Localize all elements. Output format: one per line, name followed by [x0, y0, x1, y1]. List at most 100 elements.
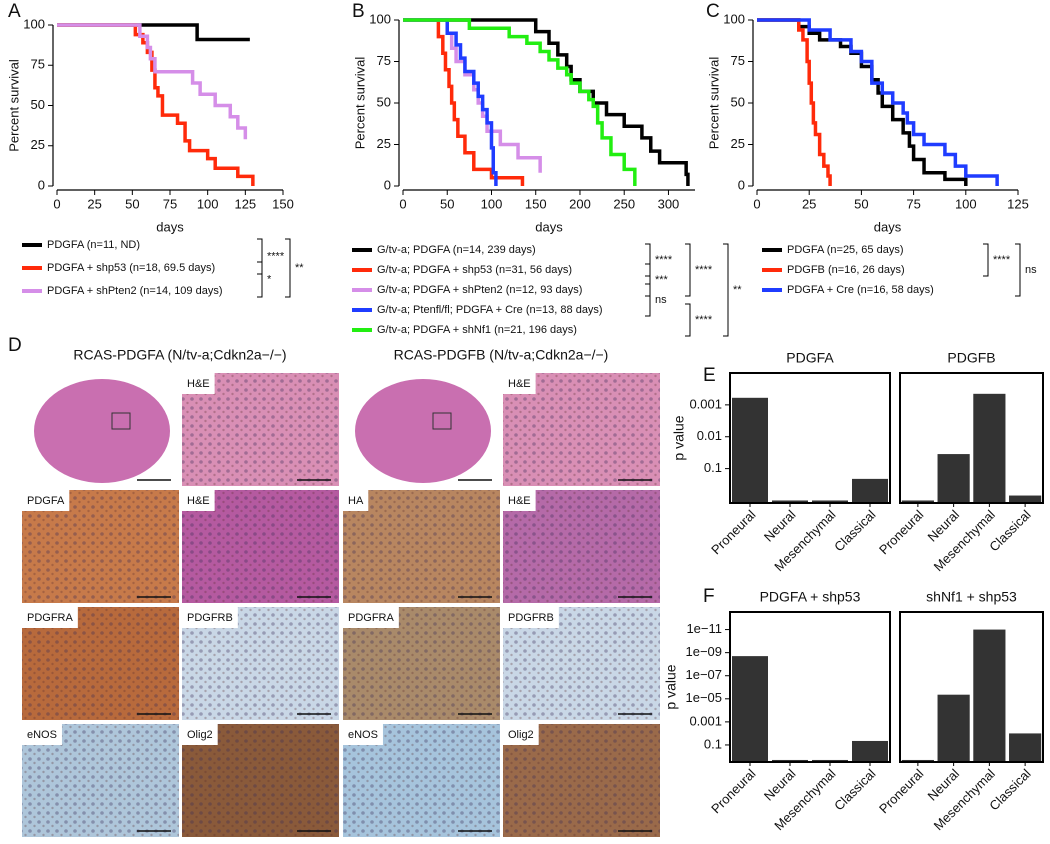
survival-curve	[403, 18, 690, 186]
significance-label: ****	[267, 250, 285, 262]
chart-title: PDGFB	[947, 350, 995, 366]
legend-label: PDGFB (n=16, 26 days)	[787, 264, 905, 276]
x-tick-label: 150	[272, 196, 294, 211]
legend-label: G/tv-a; PDGFA (n=14, 239 days)	[377, 244, 536, 256]
significance-label: ns	[1025, 264, 1037, 276]
legend-label: PDGFA + shPten2 (n=14, 109 days)	[47, 285, 223, 297]
tile-label-bg	[503, 373, 536, 394]
legend-label: G/tv-a; PDGFA + shPten2 (n=12, 93 days)	[377, 284, 582, 296]
x-tick-label: Neural	[761, 507, 799, 545]
tile-label: HA	[348, 495, 364, 507]
legend-label: G/tv-a; PDGFA + shp53 (n=31, 56 days)	[377, 264, 572, 276]
significance-label: **	[295, 262, 304, 274]
panel-label: C	[706, 1, 720, 22]
significance-label: ****	[695, 264, 713, 276]
brain-section	[34, 379, 170, 483]
tile-label-bg	[343, 724, 383, 745]
x-tick-label: 100	[197, 196, 219, 211]
inset-box	[432, 412, 452, 430]
tile-label: H&E	[508, 378, 531, 390]
y-tick-label: 0.001	[689, 713, 722, 728]
legend-label: G/tv-a; PDGFA + shNf1 (n=21, 196 days)	[377, 324, 577, 336]
x-tick-label: Classical	[831, 766, 878, 813]
x-tick-label: 0	[53, 196, 60, 211]
bar	[901, 500, 934, 503]
survival-curve	[403, 18, 637, 186]
x-tick-label: 25	[87, 196, 101, 211]
x-tick-label: 200	[569, 196, 591, 211]
plot-frame	[899, 372, 1044, 504]
survival-curve	[403, 18, 498, 186]
panel-label: A	[8, 1, 21, 22]
group-title: RCAS-PDGFA (N/tv-a;Cdkn2a−/−)	[73, 347, 286, 363]
y-tick-label: 75	[377, 53, 391, 68]
significance-bracket	[257, 261, 263, 298]
y-tick-label: 50	[731, 94, 745, 109]
tile-label-bg	[343, 607, 399, 628]
y-tick-label: 50	[31, 97, 45, 112]
x-tick-label: 125	[1007, 196, 1029, 211]
y-tick-label: 25	[377, 136, 391, 151]
y-tick-label: 0.001	[689, 396, 722, 411]
x-tick-label: 75	[163, 196, 177, 211]
tile-label: Olig2	[508, 729, 534, 741]
plot-frame	[899, 611, 1044, 763]
bar	[1009, 733, 1042, 762]
tile-label: eNOS	[27, 729, 57, 741]
bar	[973, 393, 1006, 503]
tile-label-bg	[182, 490, 215, 511]
y-tick-label: 75	[731, 53, 745, 68]
image-texture	[343, 490, 500, 603]
x-tick-label: Proneural	[876, 507, 927, 558]
tile-label: PDGFRB	[508, 612, 554, 624]
y-tick-label: 0.1	[704, 736, 722, 751]
y-tick-label: 100	[23, 16, 45, 31]
bar	[1009, 495, 1042, 503]
x-tick-label: 50	[440, 196, 454, 211]
significance-label: *	[267, 273, 272, 285]
significance-label: ***	[655, 274, 669, 286]
significance-label: ns	[655, 294, 667, 306]
tile-label: Olig2	[187, 729, 213, 741]
legend-label: PDGFA + shp53 (n=18, 69.5 days)	[47, 262, 215, 274]
tile-label-bg	[503, 724, 539, 745]
y-tick-label: 100	[369, 11, 391, 26]
significance-label: ****	[993, 254, 1011, 266]
group-title: RCAS-PDGFB (N/tv-a;Cdkn2a−/−)	[394, 347, 609, 363]
significance-label: ****	[695, 314, 713, 326]
x-tick-label: 250	[613, 196, 635, 211]
survival-curve	[757, 18, 968, 186]
survival-curve	[57, 23, 250, 42]
chart-title: PDGFA	[786, 350, 834, 366]
tile-label-bg	[182, 373, 215, 394]
y-tick-label: 1e−07	[685, 667, 722, 682]
y-tick-label: 50	[377, 94, 391, 109]
tile-label: eNOS	[348, 729, 378, 741]
panel-label: F	[703, 586, 715, 607]
tile-label: H&E	[508, 495, 531, 507]
tile-label: PDGFRA	[27, 612, 74, 624]
tile-label-bg	[503, 490, 536, 511]
legend-label: PDGFA + Cre (n=16, 58 days)	[787, 284, 934, 296]
y-tick-label: 75	[31, 57, 45, 72]
legend-label: PDGFA (n=11, ND)	[47, 239, 140, 251]
x-axis-label: days	[156, 219, 184, 234]
x-tick-label: 0	[399, 196, 406, 211]
inset-box	[111, 412, 131, 430]
panel-label: E	[703, 365, 716, 386]
y-axis-label: p value	[671, 415, 687, 460]
x-tick-label: 100	[955, 196, 977, 211]
x-tick-label: 125	[234, 196, 256, 211]
brain-section	[355, 379, 491, 483]
significance-bracket	[285, 238, 291, 298]
x-tick-label: 50	[125, 196, 139, 211]
bar	[732, 656, 768, 762]
significance-bracket	[983, 243, 989, 277]
significance-bracket	[645, 263, 651, 297]
significance-bracket	[723, 243, 729, 337]
tile-label: H&E	[187, 495, 210, 507]
bar	[732, 397, 768, 503]
chart-title: PDGFA + shp53	[760, 589, 861, 605]
tile-label: H&E	[187, 378, 210, 390]
